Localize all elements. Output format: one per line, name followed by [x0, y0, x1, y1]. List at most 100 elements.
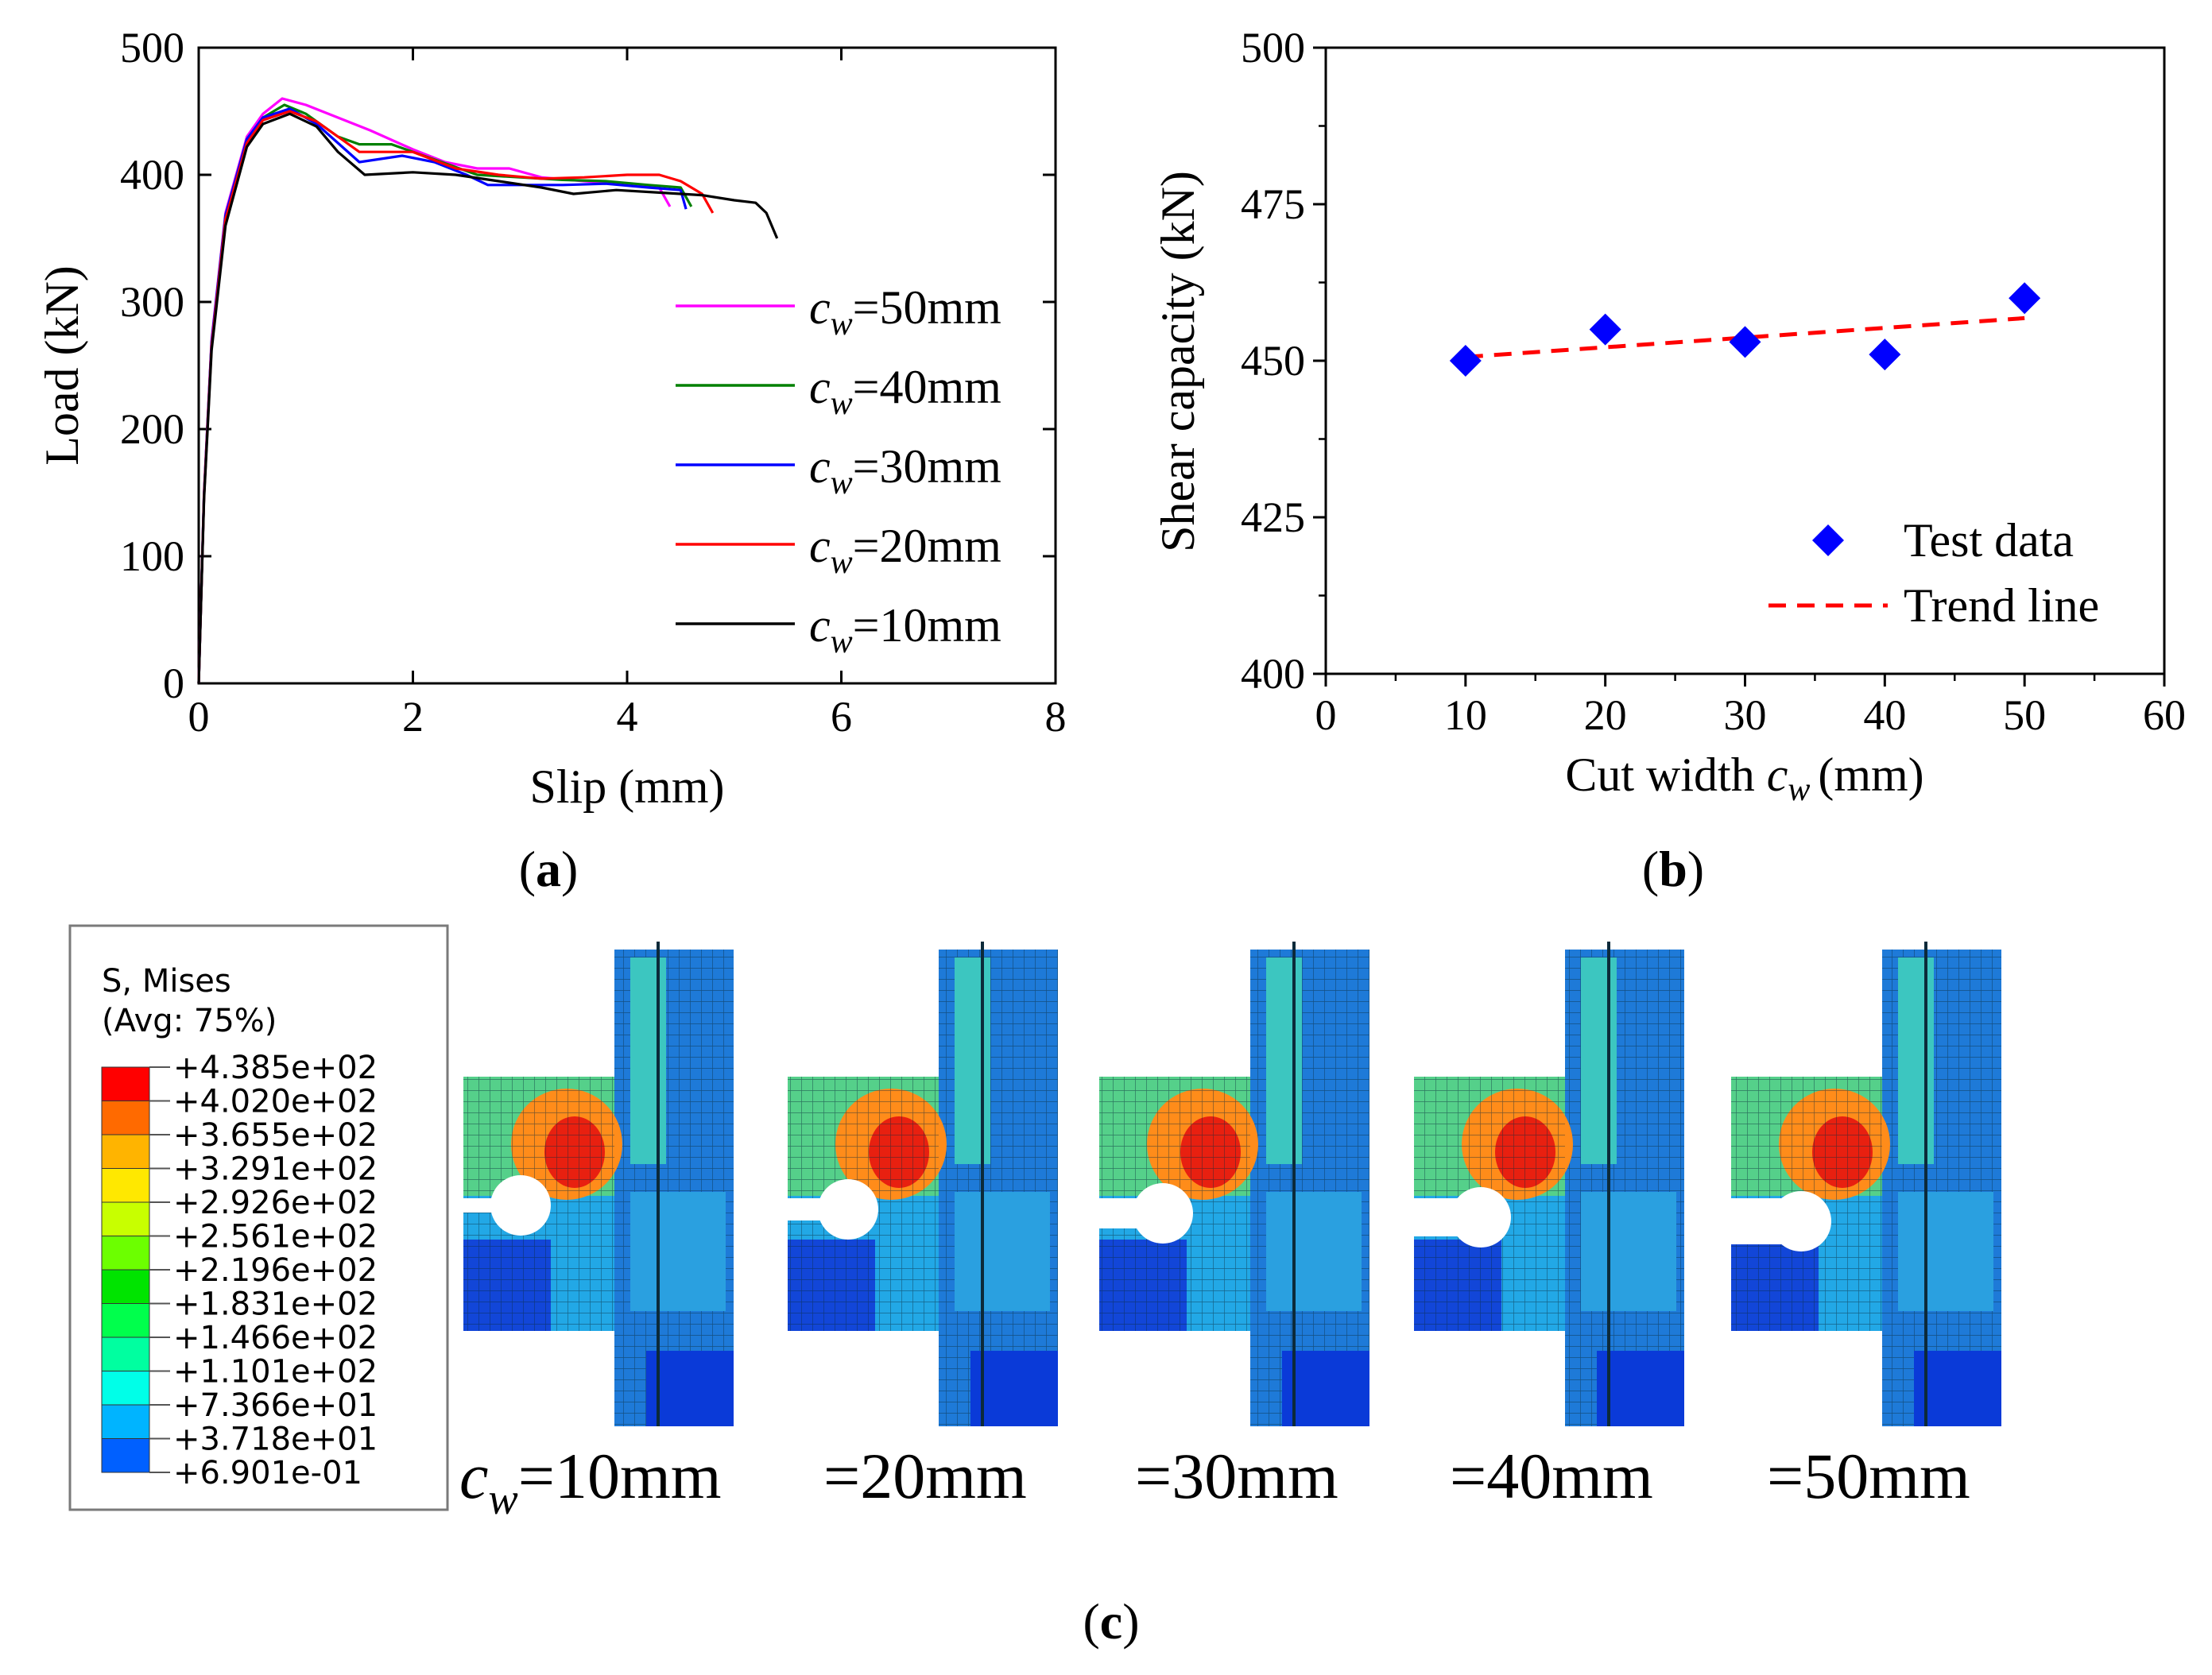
colorbar-label: +6.901e-01 — [173, 1455, 362, 1491]
panel-label-b-letter: b — [1659, 841, 1687, 897]
fe-hole — [1133, 1183, 1193, 1244]
colorbar-label: +3.291e+02 — [173, 1151, 378, 1188]
fe-plate-base — [1914, 1351, 2001, 1426]
colorbar-swatch — [101, 1371, 150, 1406]
fe-plate-lower — [630, 1192, 726, 1311]
chart-a-legend-label: cw=10mm — [809, 599, 1001, 660]
colorbar-swatch — [101, 1404, 150, 1439]
chart-a-series-50mm — [197, 97, 672, 684]
panel-label-c-letter: c — [1100, 1593, 1122, 1650]
chart-b-xlabel-sub: w — [1788, 772, 1810, 808]
fe-plate-band — [630, 957, 666, 1164]
colorbar-label: +7.366e+01 — [173, 1387, 378, 1424]
panel-label-c: (c) — [1083, 1593, 1139, 1650]
chart-b-test-point — [2009, 282, 2041, 315]
fe-plate-base — [646, 1351, 734, 1426]
fe-model-label: =40mm — [1450, 1440, 1653, 1512]
panel-label-a-letter: a — [536, 841, 561, 897]
chart-b-xlabel-var: c — [1767, 749, 1788, 801]
fe-model-3: =30mm — [1098, 942, 1369, 1512]
colorbar-swatch — [101, 1438, 150, 1473]
fe-hole — [818, 1179, 878, 1240]
chart-a-xtick-label: 4 — [617, 693, 638, 741]
colorbar-swatch — [101, 1236, 150, 1271]
panel-label-a: (a) — [519, 841, 579, 897]
fe-model-4: =40mm — [1412, 942, 1684, 1512]
chart-b-legend-marker — [1812, 524, 1844, 556]
fe-plate-band — [1581, 957, 1617, 1164]
fe-hole — [1451, 1187, 1511, 1248]
chart-a-load-slip: 0 2 4 6 8 0 100 200 300 400 500 Slip (mm) Load (kN… — [36, 24, 1067, 897]
chart-a-ytick-label: 400 — [120, 151, 184, 199]
colorbar-swatch — [101, 1337, 150, 1371]
fe-plate-band — [955, 957, 990, 1164]
fe-plate-band — [1266, 957, 1302, 1164]
colorbar-swatch — [101, 1066, 150, 1101]
chart-b-xtick-label: 50 — [2003, 691, 2046, 739]
panel-c-fe-contours: S, Mises (Avg: 75%) +4.385e+02+4.020e+02… — [68, 924, 2001, 1650]
fe-model-label: cw=10mm — [459, 1440, 722, 1524]
chart-b-xlabel-text: Cut width — [1565, 749, 1754, 801]
chart-b-shear-capacity: 0 10 20 30 40 50 60 400 425 450 475 500 Cut width c… — [1152, 24, 2186, 897]
chart-a-series-30mm — [197, 107, 688, 684]
chart-b-trend-line — [1465, 315, 2025, 359]
chart-a-xtick-label: 8 — [1045, 693, 1067, 741]
panel-label-b: (b) — [1642, 841, 1704, 897]
colorbar-swatch — [101, 1201, 150, 1236]
fe-plate-band — [1898, 957, 1934, 1164]
fe-model-label: =50mm — [1767, 1440, 1970, 1512]
chart-a-series-10mm — [197, 112, 779, 684]
chart-b-test-point — [1729, 326, 1761, 358]
colorbar-label: +2.561e+02 — [173, 1219, 378, 1255]
fe-plate-lower — [1581, 1192, 1676, 1311]
chart-a-legend-label: cw=20mm — [809, 520, 1001, 581]
chart-b-test-point — [1869, 338, 1901, 371]
chart-b-xtick-label: 30 — [1724, 691, 1767, 739]
colorbar: +4.385e+02+4.020e+02+3.655e+02+3.291e+02… — [101, 1050, 378, 1491]
chart-a-series-20mm — [197, 110, 715, 684]
fe-plate-base — [1282, 1351, 1369, 1426]
colorbar-label: +3.655e+02 — [173, 1117, 378, 1154]
colorbar-swatch — [101, 1101, 150, 1135]
chart-b-ytick-label: 400 — [1241, 650, 1305, 698]
chart-a-ylabel: Load (kN) — [36, 265, 88, 466]
chart-a-xtick-label: 6 — [831, 693, 852, 741]
chart-a-legend: cw=50mm cw=40mm cw=30mm cw=20mm cw=10mm — [676, 281, 1001, 660]
colorbar-label: +4.385e+02 — [173, 1050, 378, 1086]
chart-b-xtick-label: 0 — [1315, 691, 1337, 739]
colorbar-swatch — [101, 1168, 150, 1203]
chart-a-xtick-label: 0 — [188, 693, 210, 741]
chart-b-xlabel-unit: (mm) — [1818, 749, 1923, 801]
colorbar-label: +1.466e+02 — [173, 1320, 378, 1356]
colorbar-label: +1.831e+02 — [173, 1286, 378, 1323]
fe-model-2: =20mm — [786, 942, 1058, 1512]
colorbar-label: +1.101e+02 — [173, 1354, 378, 1391]
chart-a-ytick-label: 0 — [163, 660, 184, 707]
chart-b-test-point — [1589, 313, 1621, 346]
chart-b-ytick-label: 425 — [1241, 493, 1305, 541]
chart-b-xtick-label: 20 — [1584, 691, 1627, 739]
colorbar-title: S, Mises — [102, 963, 231, 1000]
colorbar-swatch — [101, 1134, 150, 1169]
chart-a-legend-label: cw=40mm — [809, 361, 1001, 422]
chart-a-legend-label: cw=50mm — [809, 281, 1001, 342]
chart-a-xlabel: Slip (mm) — [529, 760, 724, 813]
chart-b-legend: Test data Trend line — [1768, 514, 2099, 632]
chart-b-legend-label-test: Test data — [1904, 514, 2074, 567]
chart-b-xlabel: Cut width cw (mm) — [1565, 749, 1923, 808]
fe-plate-base — [970, 1351, 1058, 1426]
chart-b-xtick-label: 60 — [2143, 691, 2186, 739]
chart-b-ytick-label: 475 — [1241, 180, 1305, 228]
chart-b-ylabel: Shear capacity (kN) — [1152, 171, 1204, 552]
chart-b-legend-label-trend: Trend line — [1904, 579, 2099, 632]
fe-model-label: =30mm — [1135, 1440, 1338, 1512]
chart-a-legend-label: cw=30mm — [809, 440, 1001, 501]
chart-b-xtick-label: 40 — [1863, 691, 1906, 739]
chart-b-ytick-label: 500 — [1241, 24, 1305, 72]
fe-hole — [490, 1175, 551, 1236]
chart-a-ytick-label: 300 — [120, 278, 184, 326]
colorbar-swatch — [101, 1303, 150, 1338]
colorbar-subtitle: (Avg: 75%) — [102, 1003, 277, 1039]
colorbar-swatch — [101, 1269, 150, 1304]
